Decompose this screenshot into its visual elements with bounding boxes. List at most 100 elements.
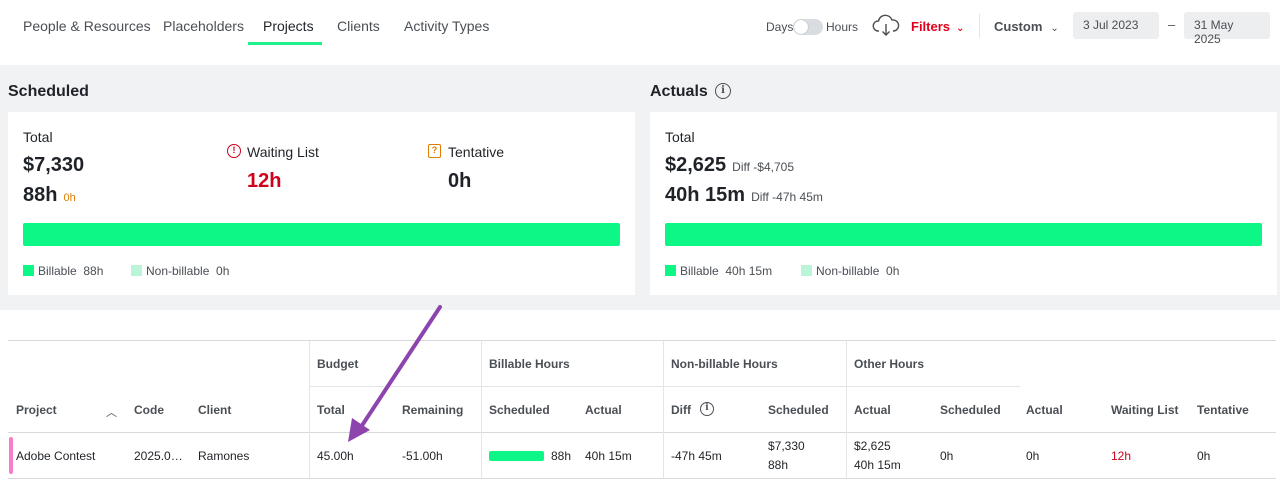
- cell-nonbillable-actual-hours: 40h 15m: [854, 458, 901, 472]
- chevron-down-icon: ⌄: [1050, 23, 1059, 34]
- table-column-divider: [481, 341, 482, 478]
- tab-clients[interactable]: Clients: [337, 18, 380, 34]
- nonbillable-label: Non-billable: [146, 264, 210, 278]
- actuals-total-amount: $2,625: [665, 154, 727, 176]
- table-column-divider: [309, 341, 310, 478]
- billable-value: 88h: [83, 264, 104, 278]
- top-navigation: People & Resources Placeholders Projects…: [0, 0, 1280, 50]
- cell-billable-actual: 40h 15m: [585, 449, 632, 463]
- column-header-project[interactable]: Project: [16, 403, 57, 417]
- nonbillable-value: 0h: [216, 264, 230, 278]
- column-header-budget-remaining[interactable]: Remaining: [402, 403, 464, 417]
- waiting-list-label: Waiting List: [247, 144, 319, 160]
- group-header-nonbillable: Non-billable Hours: [671, 357, 778, 371]
- tab-people-resources[interactable]: People & Resources: [23, 18, 151, 34]
- tab-placeholders[interactable]: Placeholders: [163, 18, 244, 34]
- scheduled-billable-bar: [23, 223, 620, 246]
- column-header-nonbillable-actual[interactable]: Actual: [854, 403, 891, 417]
- toggle-knob: [794, 20, 808, 34]
- scheduled-total-label: Total: [23, 129, 53, 145]
- actuals-card: [650, 112, 1277, 295]
- date-from-field[interactable]: 3 Jul 2023: [1073, 12, 1159, 39]
- tentative-calendar-icon: ?: [428, 144, 441, 158]
- range-select[interactable]: Custom ⌄: [994, 19, 1059, 34]
- column-header-budget-total[interactable]: Total: [317, 403, 345, 417]
- date-to-field[interactable]: 31 May 2025: [1184, 12, 1270, 46]
- cell-project[interactable]: Adobe Contest: [16, 449, 96, 463]
- date-separator: –: [1168, 17, 1176, 32]
- column-header-code[interactable]: Code: [134, 403, 164, 417]
- group-header-billable: Billable Hours: [489, 357, 570, 371]
- table-column-divider: [846, 341, 847, 478]
- table-column-divider: [663, 341, 664, 478]
- nonbillable-value: 0h: [886, 264, 900, 278]
- toggle-label-hours: Hours: [826, 20, 859, 34]
- cell-nonbillable-scheduled-amount: $7,330: [768, 439, 805, 453]
- cell-budget-total: 45.00h: [317, 449, 354, 463]
- billable-label: Billable: [680, 264, 719, 278]
- active-tab-indicator: [248, 42, 322, 45]
- cloud-download-icon[interactable]: [872, 14, 900, 38]
- nonbillable-swatch: [131, 265, 142, 276]
- column-header-nonbillable-scheduled[interactable]: Scheduled: [768, 403, 829, 417]
- table-header-divider: [8, 432, 1276, 433]
- scheduled-hours-extra: 0h: [63, 192, 76, 204]
- annotation-arrow-head: [348, 418, 370, 442]
- column-header-billable-diff[interactable]: Diff: [671, 403, 691, 417]
- cell-nonbillable-scheduled-hours: 88h: [768, 458, 789, 472]
- actuals-nonbillable-legend: Non-billable 0h: [801, 264, 899, 278]
- scheduled-title: Scheduled: [8, 83, 89, 100]
- actuals-billable-bar: [665, 223, 1262, 246]
- scheduled-nonbillable-legend: Non-billable 0h: [131, 264, 229, 278]
- alert-circle-icon: !: [227, 144, 241, 158]
- chevron-down-icon: ⌄: [956, 23, 965, 34]
- actuals-amount-diff: Diff -$4,705: [732, 160, 794, 174]
- filters-button[interactable]: Filters ⌄: [911, 19, 964, 34]
- filters-label: Filters: [911, 19, 951, 34]
- billable-swatch: [665, 265, 676, 276]
- info-icon[interactable]: i: [715, 83, 731, 99]
- actuals-title: Actuals: [650, 83, 708, 100]
- billable-swatch: [23, 265, 34, 276]
- cell-client: Ramones: [198, 449, 250, 463]
- toggle-label-days: Days: [766, 20, 794, 34]
- range-select-label: Custom: [994, 19, 1043, 34]
- group-header-other: Other Hours: [854, 357, 925, 371]
- column-header-tentative[interactable]: Tentative: [1197, 403, 1249, 417]
- nonbillable-swatch: [801, 265, 812, 276]
- cell-budget-remaining: -51.00h: [402, 449, 443, 463]
- actuals-amount-row: $2,625 Diff -$4,705: [665, 154, 794, 177]
- tentative-value: 0h: [448, 170, 472, 192]
- group-header-budget: Budget: [317, 357, 359, 371]
- cell-other-actual: 0h: [1026, 449, 1040, 463]
- tab-projects[interactable]: Projects: [263, 18, 314, 34]
- cell-code: 2025.0…: [134, 449, 183, 463]
- billable-label: Billable: [38, 264, 77, 278]
- sort-ascending-icon[interactable]: ︿: [106, 407, 117, 419]
- column-header-billable-actual[interactable]: Actual: [585, 403, 622, 417]
- nonbillable-label: Non-billable: [816, 264, 880, 278]
- waiting-list-value: 12h: [247, 170, 282, 192]
- info-icon[interactable]: i: [700, 402, 714, 416]
- cell-billable-scheduled: 88h: [551, 449, 572, 463]
- table-top-border: [8, 340, 1276, 341]
- tab-activity-types[interactable]: Activity Types: [404, 18, 490, 34]
- cell-billable-diff: -47h 45m: [671, 449, 722, 463]
- days-hours-toggle[interactable]: [793, 19, 823, 35]
- cell-tentative: 0h: [1197, 449, 1211, 463]
- billable-scheduled-bar: [489, 451, 544, 461]
- column-header-other-scheduled[interactable]: Scheduled: [940, 403, 1001, 417]
- actuals-total-hours: 40h 15m: [665, 184, 746, 206]
- cell-waiting-list: 12h: [1111, 449, 1132, 463]
- column-header-client[interactable]: Client: [198, 403, 232, 417]
- column-header-waiting-list[interactable]: Waiting List: [1111, 403, 1179, 417]
- scheduled-total-amount: $7,330: [23, 154, 85, 176]
- table-group-divider: [310, 386, 1020, 387]
- scheduled-total-hours-row: 88h 0h: [23, 184, 76, 207]
- column-header-other-actual[interactable]: Actual: [1026, 403, 1063, 417]
- column-header-billable-scheduled[interactable]: Scheduled: [489, 403, 550, 417]
- actuals-billable-legend: Billable 40h 15m: [665, 264, 772, 278]
- billable-value: 40h 15m: [725, 264, 773, 278]
- scheduled-billable-legend: Billable 88h: [23, 264, 103, 278]
- cell-other-scheduled: 0h: [940, 449, 954, 463]
